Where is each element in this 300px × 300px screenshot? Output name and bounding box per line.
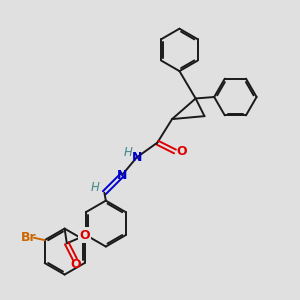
Text: N: N [117, 169, 127, 182]
Text: H: H [124, 146, 133, 159]
Text: O: O [80, 229, 90, 242]
Text: Br: Br [21, 231, 36, 244]
Text: N: N [132, 151, 142, 164]
Text: H: H [91, 181, 99, 194]
Text: O: O [176, 145, 187, 158]
Text: O: O [70, 258, 81, 271]
